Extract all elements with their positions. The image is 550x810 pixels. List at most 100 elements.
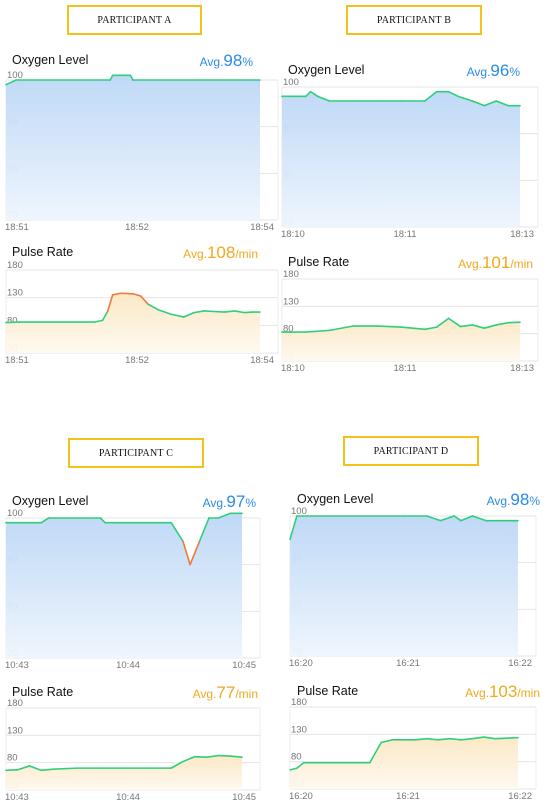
p3-pulse-avg: Avg.103/min bbox=[465, 682, 540, 701]
p0-oxygen-line-segment bbox=[5, 79, 17, 86]
p0-pulse-line-segment bbox=[5, 321, 20, 324]
p1-pulse-y-tick: 180 bbox=[283, 269, 299, 280]
p2-pulse-avg-prefix: Avg. bbox=[193, 687, 217, 701]
participant-label-b: PARTICIPANT B bbox=[346, 5, 482, 35]
p2-pulse-line-segment bbox=[16, 765, 31, 771]
p0-oxygen-y-tick: 100 bbox=[7, 70, 23, 81]
p0-pulse-x-tick: 18:54 bbox=[250, 355, 274, 366]
p3-oxygen-avg-prefix: Avg. bbox=[487, 494, 511, 508]
p2-pulse-line-segment bbox=[52, 767, 78, 771]
p1-oxygen-line-segment bbox=[316, 95, 331, 102]
p3-oxygen-avg-unit: % bbox=[529, 494, 540, 508]
p1-pulse-area bbox=[282, 318, 520, 361]
p2-oxygen-avg-unit: % bbox=[245, 496, 256, 510]
p0-oxygen-avg-value: 98 bbox=[223, 51, 242, 70]
p2-pulse-area bbox=[6, 755, 242, 790]
p0-oxygen-title: Oxygen Level bbox=[12, 53, 88, 67]
p2-pulse-x-tick: 10:44 bbox=[116, 792, 140, 803]
p1-oxygen-avg-prefix: Avg. bbox=[467, 65, 491, 79]
p3-pulse-line-segment bbox=[425, 737, 440, 741]
p2-pulse-line-segment bbox=[170, 760, 184, 769]
p1-pulse-line-segment bbox=[423, 326, 438, 331]
p1-pulse-line-segment bbox=[459, 324, 474, 328]
p0-pulse-avg: Avg.108/min bbox=[183, 243, 258, 262]
p3-pulse-line-segment bbox=[289, 767, 298, 771]
p2-pulse-avg-unit: /min bbox=[235, 687, 258, 701]
p3-pulse-y-tick: 180 bbox=[291, 697, 307, 708]
p1-pulse-line-segment bbox=[304, 329, 331, 333]
p3-pulse-x-tick: 16:20 bbox=[289, 791, 313, 802]
p2-pulse-line-segment bbox=[205, 754, 220, 759]
p1-oxygen-avg-value: 96 bbox=[490, 61, 509, 80]
p3-pulse-line-segment bbox=[368, 741, 383, 764]
p2-oxygen-y-tick: 100 bbox=[7, 508, 23, 519]
p3-pulse-title: Pulse Rate bbox=[297, 684, 358, 698]
p0-oxygen-area bbox=[6, 75, 260, 220]
p0-pulse-line-segment bbox=[111, 292, 122, 296]
p1-oxygen-avg: Avg.96% bbox=[467, 61, 521, 80]
p1-pulse-avg: Avg.101/min bbox=[458, 253, 533, 272]
p2-oxygen-x-tick: 10:44 bbox=[116, 660, 140, 671]
p3-pulse-y-tick: 130 bbox=[291, 724, 307, 735]
p0-oxygen-avg: Avg.98% bbox=[200, 51, 254, 70]
p3-pulse-line-segment bbox=[505, 736, 519, 739]
p2-oxygen-line-segment bbox=[198, 517, 210, 543]
p2-oxygen-line-segment bbox=[99, 517, 106, 524]
p0-pulse-line-segment bbox=[243, 311, 254, 314]
p2-oxygen-avg: Avg.97% bbox=[203, 492, 257, 511]
p3-pulse-line-segment bbox=[414, 737, 428, 741]
p3-pulse-x-tick: 16:21 bbox=[396, 791, 420, 802]
p0-pulse-y-tick: 80 bbox=[7, 315, 18, 326]
p2-pulse-y-tick: 80 bbox=[7, 753, 18, 764]
p1-oxygen-line-segment bbox=[309, 90, 319, 98]
p0-pulse-line-segment bbox=[183, 311, 195, 318]
p1-oxygen-x-tick: 18:10 bbox=[281, 229, 305, 240]
p0-oxygen-line-segment bbox=[129, 74, 134, 81]
p2-pulse-x-tick: 10:43 bbox=[5, 792, 29, 803]
p3-oxygen-line-segment bbox=[453, 515, 462, 522]
p0-oxygen-x-tick: 18:51 bbox=[5, 222, 29, 233]
p2-oxygen-line-segment bbox=[189, 540, 201, 566]
p1-oxygen-line-segment bbox=[483, 100, 498, 107]
p2-oxygen-line-segment bbox=[182, 540, 191, 566]
p3-pulse-avg-unit: /min bbox=[517, 686, 540, 700]
p3-pulse-line-segment bbox=[494, 737, 508, 740]
p0-oxygen-avg-prefix: Avg. bbox=[200, 55, 224, 69]
p3-pulse-line-segment bbox=[460, 737, 474, 741]
p1-oxygen-y-tick: 100 bbox=[283, 77, 299, 88]
p3-oxygen-line-segment bbox=[439, 515, 455, 522]
p2-pulse-y-tick: 130 bbox=[7, 725, 23, 736]
p1-pulse-avg-value: 101 bbox=[482, 253, 510, 272]
p1-pulse-line-segment bbox=[328, 325, 355, 332]
p2-pulse-line-segment bbox=[5, 768, 19, 772]
participant-label-c: PARTICIPANT C bbox=[68, 438, 204, 468]
p0-pulse-x-tick: 18:51 bbox=[5, 355, 29, 366]
p1-oxygen-line-segment bbox=[447, 90, 459, 98]
p0-pulse-line-segment bbox=[193, 310, 205, 314]
p3-oxygen-title: Oxygen Level bbox=[297, 492, 373, 506]
p2-oxygen-x-tick: 10:45 bbox=[232, 660, 256, 671]
p0-pulse-line-segment bbox=[106, 294, 114, 313]
p0-pulse-line-segment bbox=[147, 303, 160, 311]
p2-pulse-line-segment bbox=[40, 768, 55, 772]
p0-pulse-line-segment bbox=[139, 295, 150, 306]
p1-pulse-y-tick: 80 bbox=[283, 324, 294, 335]
p2-oxygen-line-segment bbox=[40, 517, 50, 524]
p1-pulse-x-tick: 18:13 bbox=[510, 363, 534, 374]
p1-pulse-line-segment bbox=[376, 325, 402, 328]
p1-oxygen-title: Oxygen Level bbox=[288, 63, 364, 77]
p0-pulse-y-tick: 180 bbox=[7, 260, 23, 271]
p3-pulse-line-segment bbox=[437, 737, 451, 741]
p2-oxygen-x-tick: 10:43 bbox=[5, 660, 29, 671]
p1-pulse-line-segment bbox=[495, 321, 509, 326]
p1-pulse-x-tick: 18:10 bbox=[281, 363, 305, 374]
p2-oxygen-title: Oxygen Level bbox=[12, 494, 88, 508]
p3-pulse-line-segment bbox=[448, 737, 462, 741]
p3-pulse-line-segment bbox=[380, 738, 394, 744]
p0-pulse-x-tick: 18:52 bbox=[125, 355, 149, 366]
p3-oxygen-area bbox=[290, 516, 518, 656]
p2-pulse-x-tick: 10:45 bbox=[232, 792, 256, 803]
p3-pulse-line-segment bbox=[471, 736, 485, 740]
p2-oxygen-line-segment bbox=[170, 521, 184, 543]
participant-label-a: PARTICIPANT A bbox=[67, 5, 202, 35]
